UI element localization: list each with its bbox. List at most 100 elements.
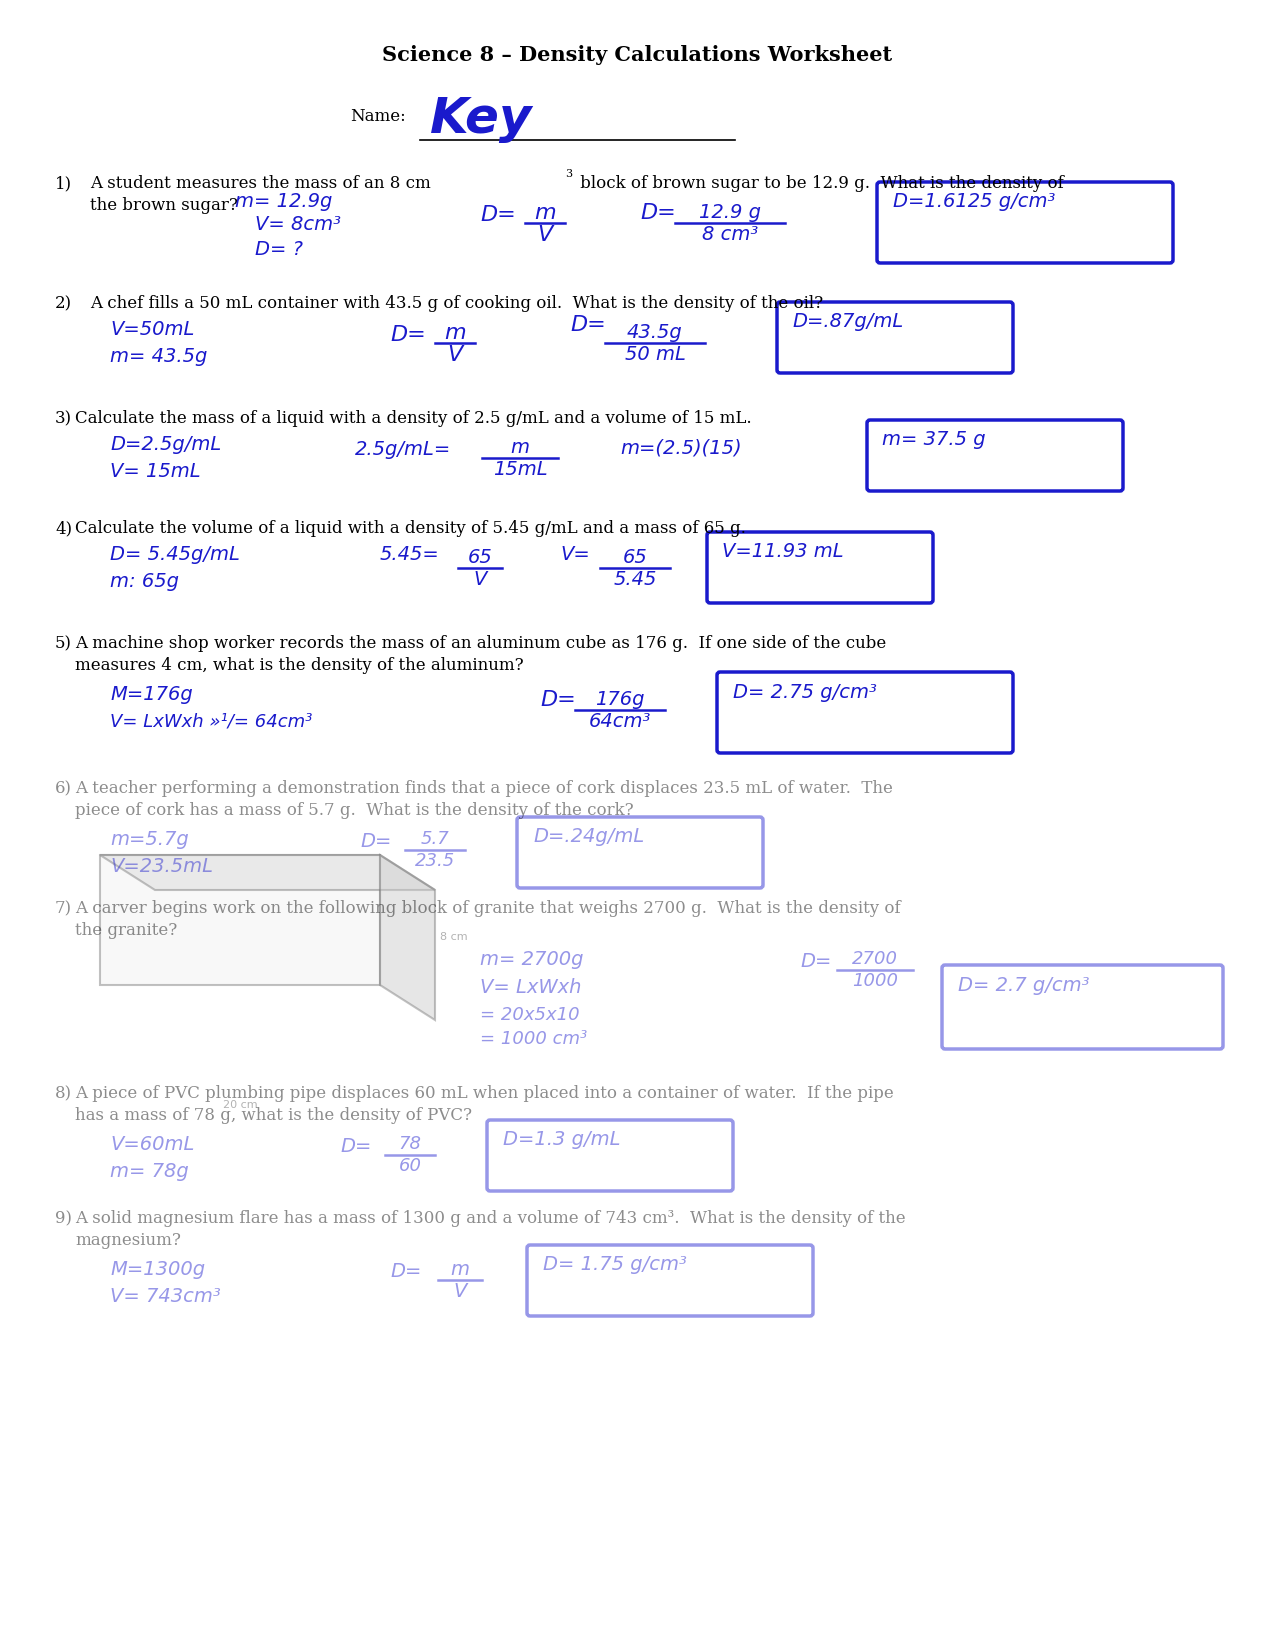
Text: A student measures the mass of an 8 cm: A student measures the mass of an 8 cm <box>91 175 431 191</box>
Text: m: m <box>450 1261 469 1279</box>
Text: D= 2.75 g/cm³: D= 2.75 g/cm³ <box>733 683 877 701</box>
Polygon shape <box>380 855 435 1020</box>
Text: D=: D= <box>340 1137 371 1157</box>
Text: 2.5g/mL=: 2.5g/mL= <box>354 441 451 459</box>
Text: V= 8cm³: V= 8cm³ <box>255 214 340 234</box>
Text: A solid magnesium flare has a mass of 1300 g and a volume of 743 cm³.  What is t: A solid magnesium flare has a mass of 13… <box>75 1209 905 1228</box>
Text: 7): 7) <box>55 899 73 917</box>
Text: D=: D= <box>479 205 516 224</box>
Text: m: m <box>534 203 556 223</box>
Text: 3: 3 <box>565 168 572 178</box>
Text: D=.87g/mL: D=.87g/mL <box>792 312 903 332</box>
Text: D=: D= <box>390 1262 421 1280</box>
Text: D=: D= <box>640 203 676 223</box>
Text: V: V <box>473 569 487 589</box>
Text: 5.7: 5.7 <box>421 830 449 848</box>
Text: m: m <box>444 323 465 343</box>
Text: D=1.6125 g/cm³: D=1.6125 g/cm³ <box>892 191 1056 211</box>
Text: m= 43.5g: m= 43.5g <box>110 346 208 366</box>
Text: Calculate the volume of a liquid with a density of 5.45 g/mL and a mass of 65 g.: Calculate the volume of a liquid with a … <box>75 520 746 536</box>
Text: A chef fills a 50 mL container with 43.5 g of cooking oil.  What is the density : A chef fills a 50 mL container with 43.5… <box>91 295 824 312</box>
Text: D= ?: D= ? <box>255 239 303 259</box>
Text: 78: 78 <box>399 1135 422 1153</box>
Text: 176g: 176g <box>595 690 645 710</box>
Text: A piece of PVC plumbing pipe displaces 60 mL when placed into a container of wat: A piece of PVC plumbing pipe displaces 6… <box>75 1086 894 1102</box>
Text: 12.9 g: 12.9 g <box>699 203 761 223</box>
Text: V= LxWxh »¹/= 64cm³: V= LxWxh »¹/= 64cm³ <box>110 713 312 729</box>
Text: D=: D= <box>541 690 576 710</box>
Text: D= 1.75 g/cm³: D= 1.75 g/cm³ <box>543 1256 687 1274</box>
Text: m= 12.9g: m= 12.9g <box>235 191 333 211</box>
Text: = 1000 cm³: = 1000 cm³ <box>479 1030 588 1048</box>
Text: 9): 9) <box>55 1209 71 1228</box>
Text: V=11.93 mL: V=11.93 mL <box>722 541 844 561</box>
Text: 8 cm: 8 cm <box>440 932 468 942</box>
Text: D=: D= <box>570 315 606 335</box>
Text: Name:: Name: <box>351 107 405 125</box>
Text: D= 2.7 g/cm³: D= 2.7 g/cm³ <box>958 977 1090 995</box>
Text: V= 743cm³: V= 743cm³ <box>110 1287 221 1307</box>
Text: A machine shop worker records the mass of an aluminum cube as 176 g.  If one sid: A machine shop worker records the mass o… <box>75 635 886 652</box>
Text: M=176g: M=176g <box>110 685 193 705</box>
Text: m= 2700g: m= 2700g <box>479 950 584 969</box>
Text: 8): 8) <box>55 1086 73 1102</box>
Text: D= 5.45g/mL: D= 5.45g/mL <box>110 544 240 564</box>
Text: 43.5g: 43.5g <box>627 323 683 342</box>
Text: V: V <box>454 1282 467 1300</box>
Text: V=60mL: V=60mL <box>110 1135 194 1153</box>
Text: V: V <box>537 224 552 244</box>
Text: the brown sugar?: the brown sugar? <box>91 196 238 214</box>
Text: Calculate the mass of a liquid with a density of 2.5 g/mL and a volume of 15 mL.: Calculate the mass of a liquid with a de… <box>75 409 752 427</box>
Text: 15mL: 15mL <box>492 460 547 478</box>
Text: 5.45: 5.45 <box>613 569 657 589</box>
Text: has a mass of 78 g, what is the density of PVC?: has a mass of 78 g, what is the density … <box>75 1107 472 1124</box>
Text: D=1.3 g/mL: D=1.3 g/mL <box>504 1130 621 1148</box>
Text: 5.45=: 5.45= <box>380 544 440 564</box>
Text: M=1300g: M=1300g <box>110 1261 205 1279</box>
Text: D=: D= <box>360 832 391 851</box>
Text: block of brown sugar to be 12.9 g.  What is the density of: block of brown sugar to be 12.9 g. What … <box>575 175 1063 191</box>
Text: piece of cork has a mass of 5.7 g.  What is the density of the cork?: piece of cork has a mass of 5.7 g. What … <box>75 802 634 818</box>
Text: m=(2.5)(15): m=(2.5)(15) <box>620 437 742 457</box>
Text: 1000: 1000 <box>852 972 898 990</box>
Text: A teacher performing a demonstration finds that a piece of cork displaces 23.5 m: A teacher performing a demonstration fin… <box>75 780 892 797</box>
Text: V= 15mL: V= 15mL <box>110 462 200 482</box>
Text: 60: 60 <box>399 1157 422 1175</box>
Text: m: 65g: m: 65g <box>110 573 178 591</box>
Text: m= 37.5 g: m= 37.5 g <box>882 431 986 449</box>
Text: m: m <box>510 437 529 457</box>
Text: 65: 65 <box>622 548 648 568</box>
Text: D=: D= <box>390 325 426 345</box>
Text: m=5.7g: m=5.7g <box>110 830 189 850</box>
Text: 2): 2) <box>55 295 73 312</box>
Text: magnesium?: magnesium? <box>75 1233 181 1249</box>
Text: 5): 5) <box>55 635 71 652</box>
Polygon shape <box>99 855 380 985</box>
Text: 3): 3) <box>55 409 73 427</box>
Text: = 20x5x10: = 20x5x10 <box>479 1006 580 1025</box>
Text: V=50mL: V=50mL <box>110 320 194 338</box>
Text: V: V <box>448 345 463 365</box>
Text: the granite?: the granite? <box>75 922 177 939</box>
Text: 64cm³: 64cm³ <box>589 713 652 731</box>
Text: 23.5: 23.5 <box>414 851 455 870</box>
Text: 6): 6) <box>55 780 71 797</box>
Text: Key: Key <box>430 96 533 144</box>
Text: V=: V= <box>560 544 590 564</box>
Text: 50 mL: 50 mL <box>625 345 686 365</box>
Text: 1): 1) <box>55 175 73 191</box>
Text: 8 cm³: 8 cm³ <box>701 224 759 244</box>
Text: Science 8 – Density Calculations Worksheet: Science 8 – Density Calculations Workshe… <box>382 45 892 64</box>
Text: measures 4 cm, what is the density of the aluminum?: measures 4 cm, what is the density of th… <box>75 657 524 673</box>
Text: A carver begins work on the following block of granite that weighs 2700 g.  What: A carver begins work on the following bl… <box>75 899 900 917</box>
Text: V= LxWxh: V= LxWxh <box>479 978 581 997</box>
Text: V=23.5mL: V=23.5mL <box>110 856 213 876</box>
Polygon shape <box>99 855 435 889</box>
Text: 2700: 2700 <box>852 950 898 969</box>
Text: 4): 4) <box>55 520 73 536</box>
Text: D=: D= <box>799 952 831 970</box>
Text: D=2.5g/mL: D=2.5g/mL <box>110 436 222 454</box>
Text: m= 78g: m= 78g <box>110 1162 189 1181</box>
Text: 20 cm: 20 cm <box>223 1101 258 1110</box>
Text: D=.24g/mL: D=.24g/mL <box>533 827 644 846</box>
